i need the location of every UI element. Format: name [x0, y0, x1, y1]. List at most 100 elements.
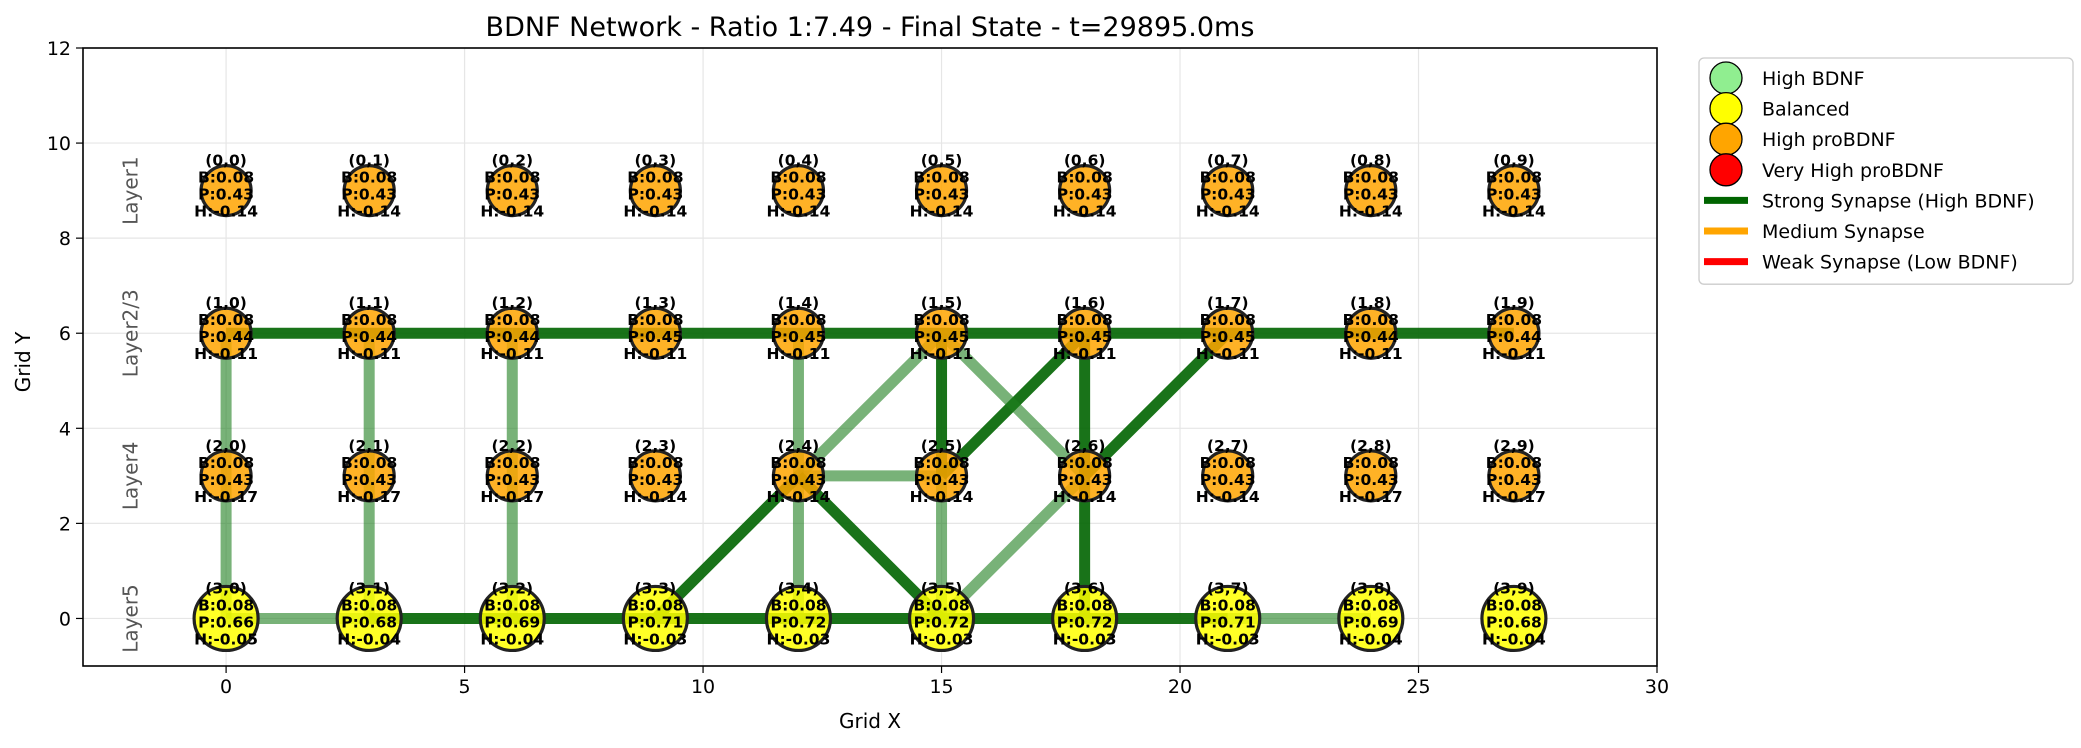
neuron-h-label: H:-0.11	[1196, 345, 1260, 363]
neuron-probdnf-label: P:0.43	[1057, 471, 1113, 489]
neuron-node	[764, 584, 833, 653]
y-tick-label: 8	[59, 228, 71, 250]
neuron-bdnf-label: B:0.08	[627, 454, 683, 472]
neuron-h-label: H:-0.14	[194, 203, 258, 221]
neuron-h-label: H:-0.04	[480, 630, 544, 648]
neuron-h-label: H:-0.14	[1053, 488, 1117, 506]
neuron-id-label: (2,5)	[921, 437, 963, 455]
neuron-bdnf-label: B:0.08	[198, 169, 254, 187]
neuron-h-label: H:-0.14	[910, 488, 974, 506]
neuron-id-label: (3,1)	[348, 579, 390, 597]
neuron-bdnf-label: B:0.08	[198, 454, 254, 472]
neuron-id-label: (3,7)	[1207, 579, 1249, 597]
neuron-probdnf-label: P:0.43	[341, 186, 397, 204]
neuron-id-label: (0,5)	[921, 152, 963, 170]
neuron-probdnf-label: P:0.68	[1486, 613, 1542, 631]
neuron-h-label: H:-0.11	[1053, 345, 1117, 363]
neuron-h-label: H:-0.11	[194, 345, 258, 363]
neuron-h-label: H:-0.03	[767, 630, 831, 648]
neuron-node	[342, 449, 396, 503]
neuron-probdnf-label: P:0.71	[627, 613, 683, 631]
neuron-id-label: (0,4)	[778, 152, 820, 170]
neuron-h-label: H:-0.04	[337, 630, 401, 648]
neuron-id-label: (1,2)	[491, 294, 533, 312]
neuron-probdnf-label: P:0.43	[198, 471, 254, 489]
legend-label: Balanced	[1762, 99, 1850, 121]
neuron-h-label: H:-0.14	[767, 203, 831, 221]
neuron-id-label: (2,4)	[778, 437, 820, 455]
neuron-node	[1480, 584, 1548, 653]
neuron-node	[1337, 584, 1405, 653]
neuron-node	[771, 449, 826, 503]
synapse-line	[937, 329, 1089, 480]
neuron-h-label: H:-0.03	[623, 630, 687, 648]
neuron-node	[628, 164, 682, 218]
synapse-line	[794, 471, 946, 623]
neuron-h-label: H:-0.17	[1339, 488, 1403, 506]
x-axis-label: Grid X	[839, 709, 901, 733]
y-tick-label: 12	[47, 38, 71, 60]
synapse-line	[1080, 329, 1232, 480]
neuron-id-label: (2,6)	[1064, 437, 1106, 455]
legend-marker	[1709, 91, 1743, 126]
neuron-id-label: (1,5)	[921, 294, 963, 312]
neuron-node	[628, 449, 682, 503]
neuron-id-label: (2,8)	[1350, 437, 1392, 455]
neuron-node	[478, 584, 546, 653]
neuron-node	[1058, 449, 1112, 503]
neuron-id-label: (1,4)	[778, 294, 820, 312]
neuron-probdnf-label: P:0.43	[914, 186, 970, 204]
neuron-id-label: (0,3)	[635, 152, 677, 170]
x-tick-label: 25	[1406, 676, 1430, 698]
neuron-h-label: H:-0.11	[910, 345, 974, 363]
neuron-node	[1201, 306, 1255, 360]
neuron-node	[1344, 306, 1398, 360]
neuron-node	[192, 584, 260, 653]
neuron-bdnf-label: B:0.08	[770, 596, 826, 614]
neuron-node	[199, 306, 253, 360]
neuron-node	[1058, 306, 1112, 360]
neuron-id-label: (2,3)	[635, 437, 677, 455]
layer-label: Layer5	[119, 584, 143, 653]
neuron-node	[342, 306, 396, 360]
neuron-id-label: (3,6)	[1064, 579, 1106, 597]
neuron-h-label: H:-0.17	[194, 488, 258, 506]
neuron-node	[1058, 164, 1112, 218]
neuron-h-label: H:-0.11	[1482, 345, 1546, 363]
neuron-h-label: H:-0.04	[1482, 630, 1546, 648]
neuron-bdnf-label: B:0.08	[913, 596, 969, 614]
neuron-bdnf-label: B:0.08	[484, 454, 540, 472]
neuron-node	[1487, 164, 1541, 218]
neuron-probdnf-label: P:0.72	[914, 613, 970, 631]
neuron-probdnf-label: P:0.43	[627, 471, 683, 489]
axis-ticks: 0 5 10 15 20 25 30 0 2 4 6 8 10 12	[47, 38, 1669, 698]
neuron-h-label: H:-0.14	[1196, 203, 1260, 221]
y-tick-label: 0	[59, 608, 71, 630]
neuron-h-label: H:-0.03	[1053, 630, 1117, 648]
neuron-probdnf-label: P:0.72	[1057, 613, 1113, 631]
neuron-node	[485, 449, 539, 503]
neuron-h-label: H:-0.14	[910, 203, 974, 221]
neuron-bdnf-label: B:0.08	[1057, 169, 1113, 187]
neuron-probdnf-label: P:0.45	[627, 328, 683, 346]
neuron-bdnf-label: B:0.08	[627, 169, 683, 187]
legend-label: Weak Synapse (Low BDNF)	[1762, 252, 2018, 274]
neuron-bdnf-label: B:0.08	[341, 596, 397, 614]
neuron-bdnf-label: B:0.08	[1200, 311, 1256, 329]
neuron-h-label: H:-0.11	[623, 345, 687, 363]
neuron-bdnf-label: B:0.08	[1486, 596, 1542, 614]
neuron-bdnf-label: B:0.08	[341, 311, 397, 329]
neuron-node	[771, 306, 826, 360]
neuron-node	[1201, 449, 1255, 503]
neuron-probdnf-label: P:0.44	[1343, 328, 1399, 346]
layer-label: Layer4	[119, 442, 143, 511]
neuron-probdnf-label: P:0.43	[1343, 186, 1399, 204]
x-tick-label: 15	[929, 676, 953, 698]
neuron-probdnf-label: P:0.69	[1343, 613, 1399, 631]
neuron-probdnf-label: P:0.43	[484, 186, 540, 204]
neuron-id-label: (3,0)	[205, 579, 247, 597]
neuron-h-label: H:-0.11	[1339, 345, 1403, 363]
neuron-id-label: (0,6)	[1064, 152, 1106, 170]
